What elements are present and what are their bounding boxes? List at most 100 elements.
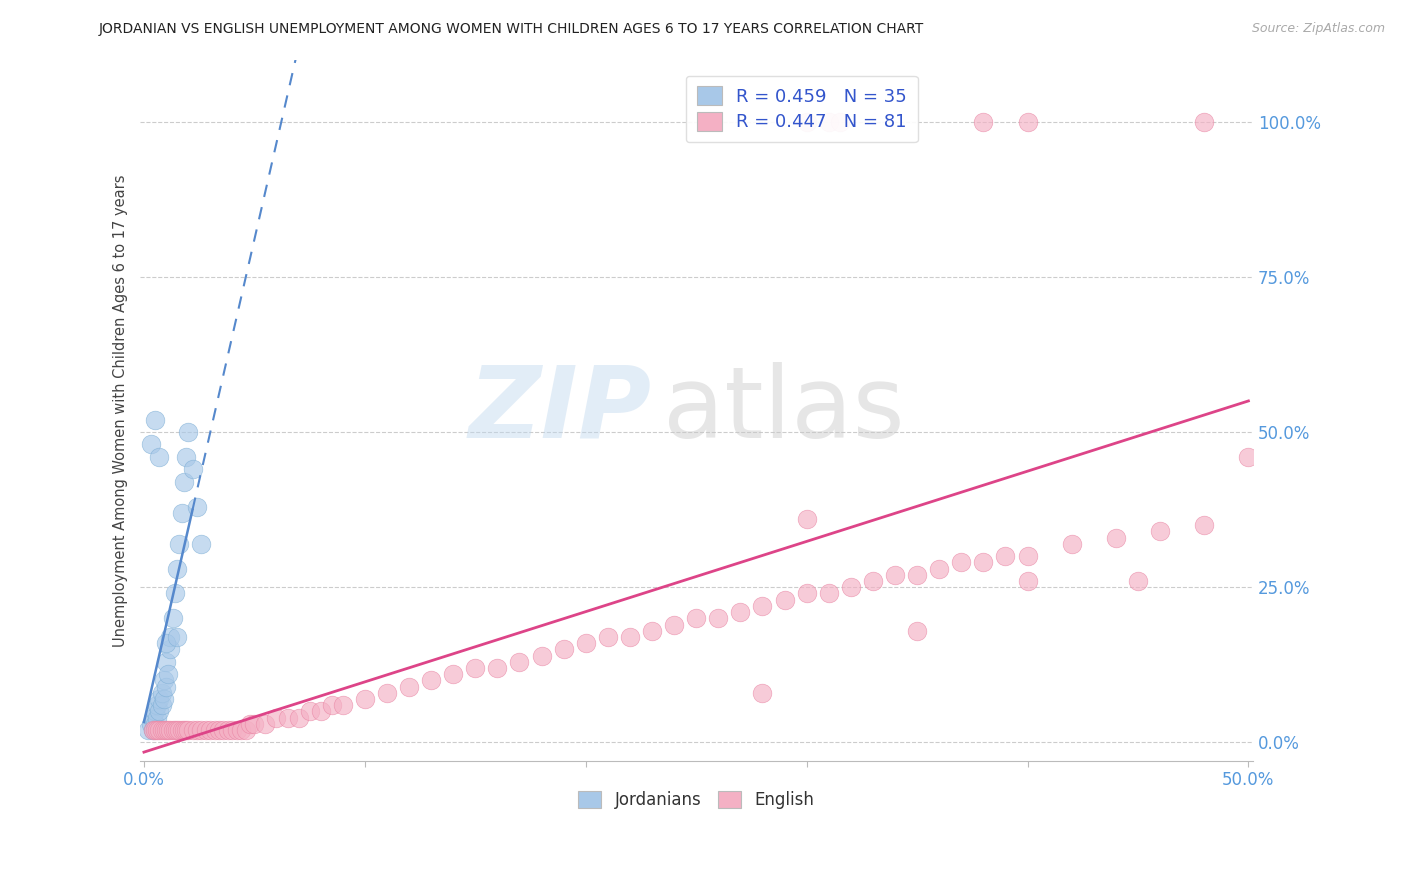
Point <box>143 723 166 737</box>
Point <box>751 686 773 700</box>
Point <box>146 711 169 725</box>
Point <box>186 500 208 514</box>
Point <box>174 450 197 464</box>
Point <box>553 642 575 657</box>
Point <box>928 561 950 575</box>
Point <box>254 716 277 731</box>
Point <box>972 556 994 570</box>
Point <box>148 723 170 737</box>
Point <box>905 624 928 638</box>
Text: JORDANIAN VS ENGLISH UNEMPLOYMENT AMONG WOMEN WITH CHILDREN AGES 6 TO 17 YEARS C: JORDANIAN VS ENGLISH UNEMPLOYMENT AMONG … <box>98 22 924 37</box>
Point <box>166 723 188 737</box>
Point <box>190 537 212 551</box>
Point <box>321 698 343 713</box>
Point <box>142 723 165 737</box>
Point <box>169 537 191 551</box>
Point <box>221 723 243 737</box>
Point <box>751 599 773 613</box>
Point <box>298 705 321 719</box>
Point <box>707 611 730 625</box>
Point <box>194 723 217 737</box>
Point <box>157 723 180 737</box>
Point <box>862 574 884 588</box>
Point <box>139 716 162 731</box>
Text: atlas: atlas <box>662 362 904 458</box>
Point <box>162 611 184 625</box>
Point <box>950 556 973 570</box>
Point <box>153 723 176 737</box>
Point <box>170 723 193 737</box>
Point <box>1194 114 1216 128</box>
Point <box>150 723 173 737</box>
Point <box>155 680 177 694</box>
Point <box>217 723 239 737</box>
Point <box>146 698 169 713</box>
Point <box>208 723 231 737</box>
Point <box>773 592 796 607</box>
Point <box>170 506 193 520</box>
Point <box>159 723 181 737</box>
Point <box>157 667 180 681</box>
Point <box>148 692 170 706</box>
Point <box>1105 531 1128 545</box>
Point <box>163 723 186 737</box>
Point <box>1194 518 1216 533</box>
Point <box>575 636 598 650</box>
Point <box>486 661 509 675</box>
Point <box>1237 450 1260 464</box>
Point <box>143 412 166 426</box>
Point <box>239 716 262 731</box>
Point <box>1126 574 1149 588</box>
Point <box>266 711 288 725</box>
Point <box>243 716 266 731</box>
Point <box>181 462 204 476</box>
Point <box>159 630 181 644</box>
Point <box>817 586 839 600</box>
Point <box>235 723 257 737</box>
Point <box>353 692 375 706</box>
Point <box>685 611 707 625</box>
Point <box>641 624 664 638</box>
Point <box>155 723 177 737</box>
Point <box>1017 549 1039 564</box>
Text: Source: ZipAtlas.com: Source: ZipAtlas.com <box>1251 22 1385 36</box>
Point <box>508 655 530 669</box>
Point <box>828 114 851 128</box>
Point <box>138 723 160 737</box>
Point <box>173 723 195 737</box>
Point <box>796 586 818 600</box>
Point <box>464 661 486 675</box>
Legend: Jordanians, English: Jordanians, English <box>571 784 821 816</box>
Point <box>817 114 839 128</box>
Point <box>166 561 188 575</box>
Point <box>972 114 994 128</box>
Point <box>143 705 166 719</box>
Point <box>619 630 641 644</box>
Point <box>153 692 176 706</box>
Point <box>186 723 208 737</box>
Point <box>148 450 170 464</box>
Point <box>309 705 332 719</box>
Point <box>153 673 176 688</box>
Point <box>796 114 818 128</box>
Point <box>994 549 1017 564</box>
Point <box>204 723 226 737</box>
Point <box>1060 537 1083 551</box>
Point <box>142 723 165 737</box>
Point <box>1017 114 1039 128</box>
Point <box>839 580 862 594</box>
Point <box>231 723 253 737</box>
Point <box>155 636 177 650</box>
Point <box>1149 524 1171 539</box>
Point <box>181 723 204 737</box>
Point <box>173 475 195 489</box>
Point <box>596 630 619 644</box>
Point <box>155 655 177 669</box>
Point <box>200 723 222 737</box>
Point <box>441 667 464 681</box>
Point <box>905 567 928 582</box>
Point <box>150 686 173 700</box>
Point <box>1017 574 1039 588</box>
Point <box>277 711 299 725</box>
Point <box>190 723 212 737</box>
